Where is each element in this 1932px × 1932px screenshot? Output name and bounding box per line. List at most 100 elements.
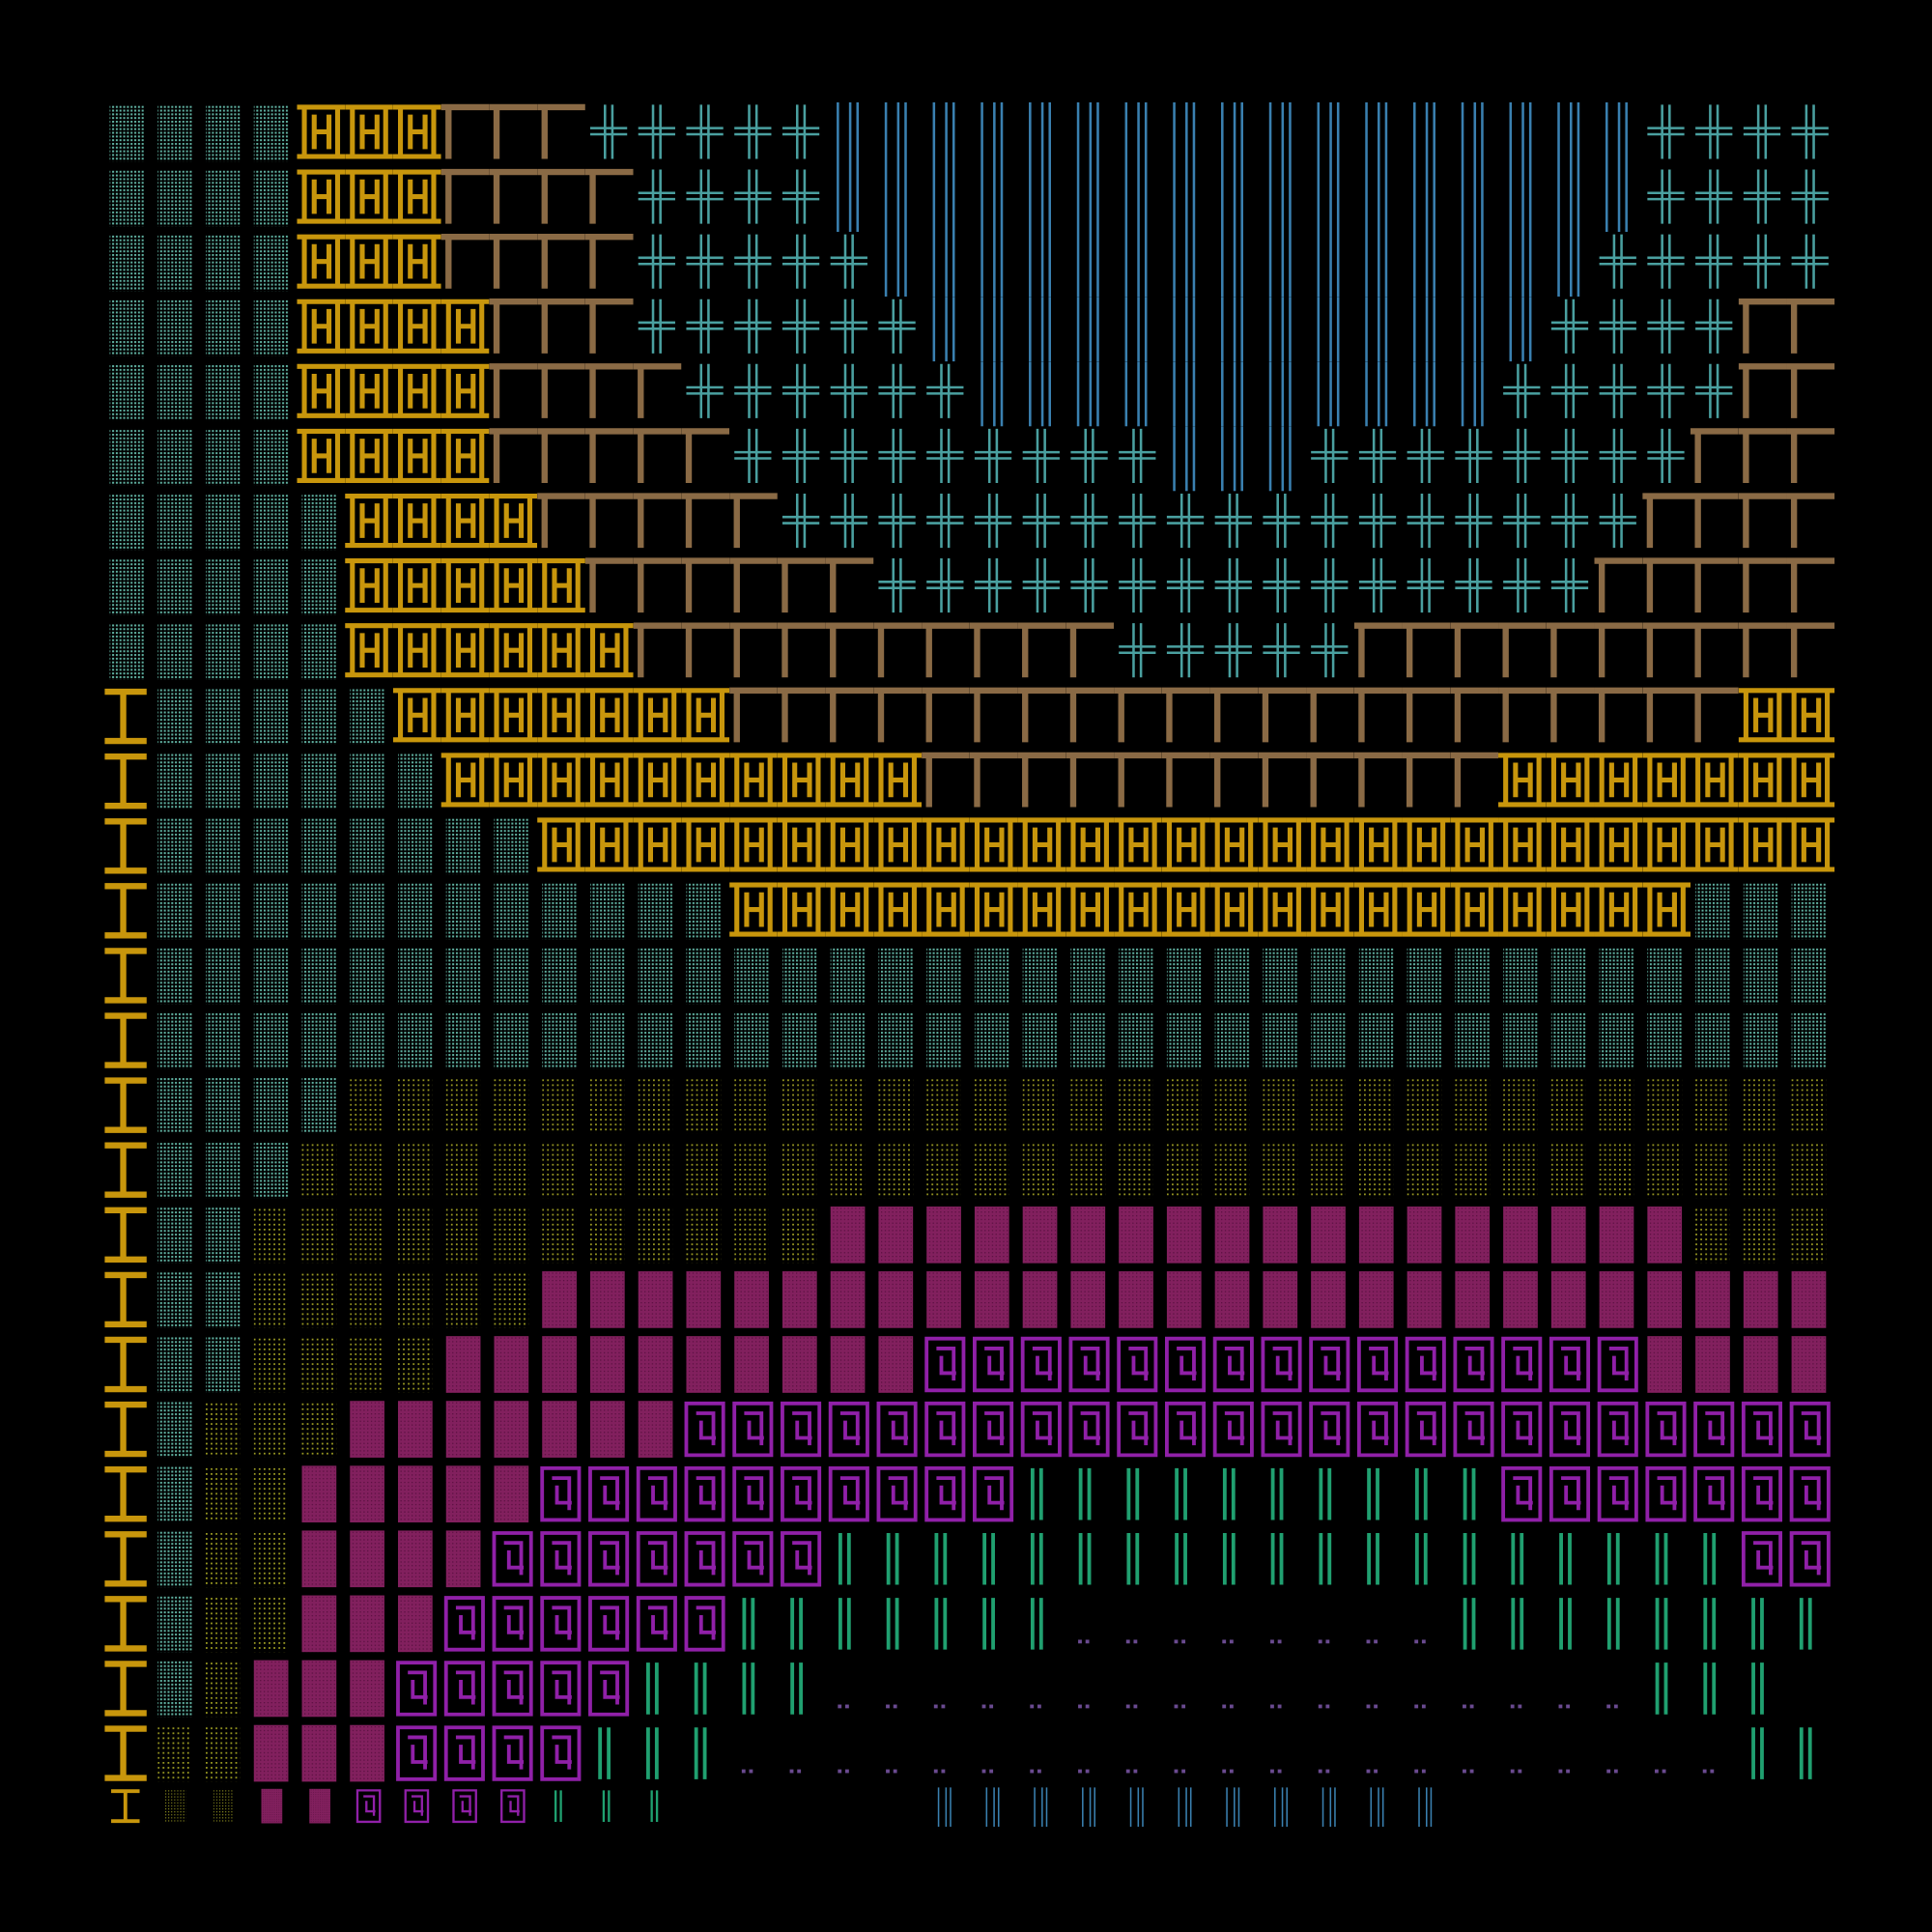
gold-beam	[99, 1340, 146, 1389]
brown-frame	[1786, 301, 1834, 354]
yellow-dots	[589, 1206, 625, 1264]
magenta-block	[445, 1530, 481, 1588]
green-lines	[1463, 1596, 1476, 1652]
teal-cross	[781, 427, 821, 485]
purple-glyph	[355, 1788, 383, 1824]
magenta-block	[542, 1336, 577, 1393]
teal-cross	[1262, 556, 1301, 614]
gold-beam	[99, 1729, 146, 1778]
teal-cross	[588, 103, 629, 160]
teal-dots	[301, 1011, 337, 1069]
blue-lines	[1365, 297, 1388, 362]
green-lines	[1655, 1531, 1668, 1587]
gold-glyph	[1354, 820, 1403, 869]
brown-frame	[826, 691, 874, 743]
purple-glyph	[499, 1788, 526, 1824]
teal-cross	[1646, 298, 1686, 355]
purple-dots	[1030, 1704, 1041, 1709]
gold-glyph	[489, 561, 537, 611]
teal-cross	[829, 233, 869, 290]
magenta-block	[1070, 1271, 1106, 1328]
yellow-dots	[638, 1141, 673, 1199]
teal-cross	[685, 298, 724, 355]
teal-dots	[1550, 947, 1586, 1005]
yellow-dots	[1791, 1206, 1827, 1264]
yellow-dots	[1455, 1076, 1491, 1134]
yellow-dots	[734, 1206, 769, 1264]
brown-frame	[1162, 755, 1210, 808]
teal-dots	[301, 623, 337, 680]
blue-lines	[1076, 361, 1099, 427]
yellow-dots	[830, 1076, 866, 1134]
gold-glyph	[585, 691, 634, 740]
gold-glyph	[1786, 691, 1834, 740]
gold-beam	[99, 1534, 146, 1583]
magenta-block	[1406, 1271, 1442, 1328]
teal-dots	[206, 169, 241, 227]
green-lines	[742, 1661, 755, 1717]
gold-glyph	[1498, 820, 1547, 869]
purple-glyph	[732, 1531, 774, 1587]
magenta-block	[1022, 1271, 1058, 1328]
blue-lines	[1029, 166, 1052, 233]
yellow-dots	[686, 1141, 722, 1199]
purple-glyph	[1309, 1336, 1350, 1393]
purple-glyph	[540, 1725, 582, 1781]
purple-glyph	[1741, 1401, 1783, 1458]
brown-frame	[1018, 691, 1066, 743]
purple-glyph	[1309, 1401, 1350, 1458]
yellow-dots	[397, 1076, 433, 1134]
brown-frame	[441, 107, 490, 159]
brown-frame	[1065, 626, 1114, 678]
magenta-block	[830, 1271, 866, 1328]
brown-frame	[922, 691, 970, 743]
purple-dots	[1510, 1704, 1522, 1709]
teal-dots	[157, 882, 192, 940]
blue-lines	[1076, 232, 1099, 298]
green-lines	[1175, 1531, 1187, 1587]
brown-frame	[729, 561, 778, 613]
yellow-dots	[1214, 1141, 1250, 1199]
teal-dots	[157, 623, 192, 680]
teal-dots	[253, 817, 289, 875]
teal-cross	[924, 427, 965, 485]
gold-glyph	[1450, 820, 1498, 869]
purple-dots	[1463, 1704, 1474, 1709]
teal-dots	[206, 428, 241, 486]
teal-cross	[732, 233, 773, 290]
blue-lines	[1124, 166, 1148, 233]
teal-dots	[109, 363, 145, 421]
gold-glyph	[634, 691, 682, 740]
teal-dots	[1022, 947, 1058, 1005]
teal-dots	[253, 947, 289, 1005]
gold-glyph	[873, 755, 922, 805]
teal-dots	[1358, 1011, 1394, 1069]
gold-glyph	[1690, 820, 1739, 869]
blue-lines	[1461, 166, 1484, 233]
magenta-block	[1503, 1206, 1538, 1264]
purple-glyph	[1645, 1401, 1687, 1458]
purple-glyph	[684, 1465, 725, 1522]
gold-glyph	[1498, 755, 1547, 805]
teal-dots	[397, 882, 433, 940]
magenta-block	[397, 1465, 433, 1523]
brown-frame	[970, 626, 1018, 678]
purple-glyph	[1741, 1465, 1783, 1522]
purple-glyph	[636, 1465, 677, 1522]
green-lines	[1270, 1531, 1284, 1587]
purple-glyph	[1597, 1401, 1638, 1458]
yellow-dots	[1455, 1141, 1491, 1199]
gold-glyph	[778, 885, 826, 934]
purple-dots	[1366, 1639, 1378, 1644]
purple-glyph	[876, 1465, 918, 1522]
green-lines	[1751, 1596, 1764, 1652]
yellow-dots	[878, 1141, 914, 1199]
magenta-block	[301, 1465, 337, 1523]
green-lines	[1030, 1596, 1043, 1652]
green-lines	[1559, 1596, 1572, 1652]
teal-dots	[1166, 947, 1202, 1005]
blue-lines	[1461, 361, 1484, 427]
gold-beam	[99, 692, 146, 741]
gold-glyph	[393, 366, 441, 415]
